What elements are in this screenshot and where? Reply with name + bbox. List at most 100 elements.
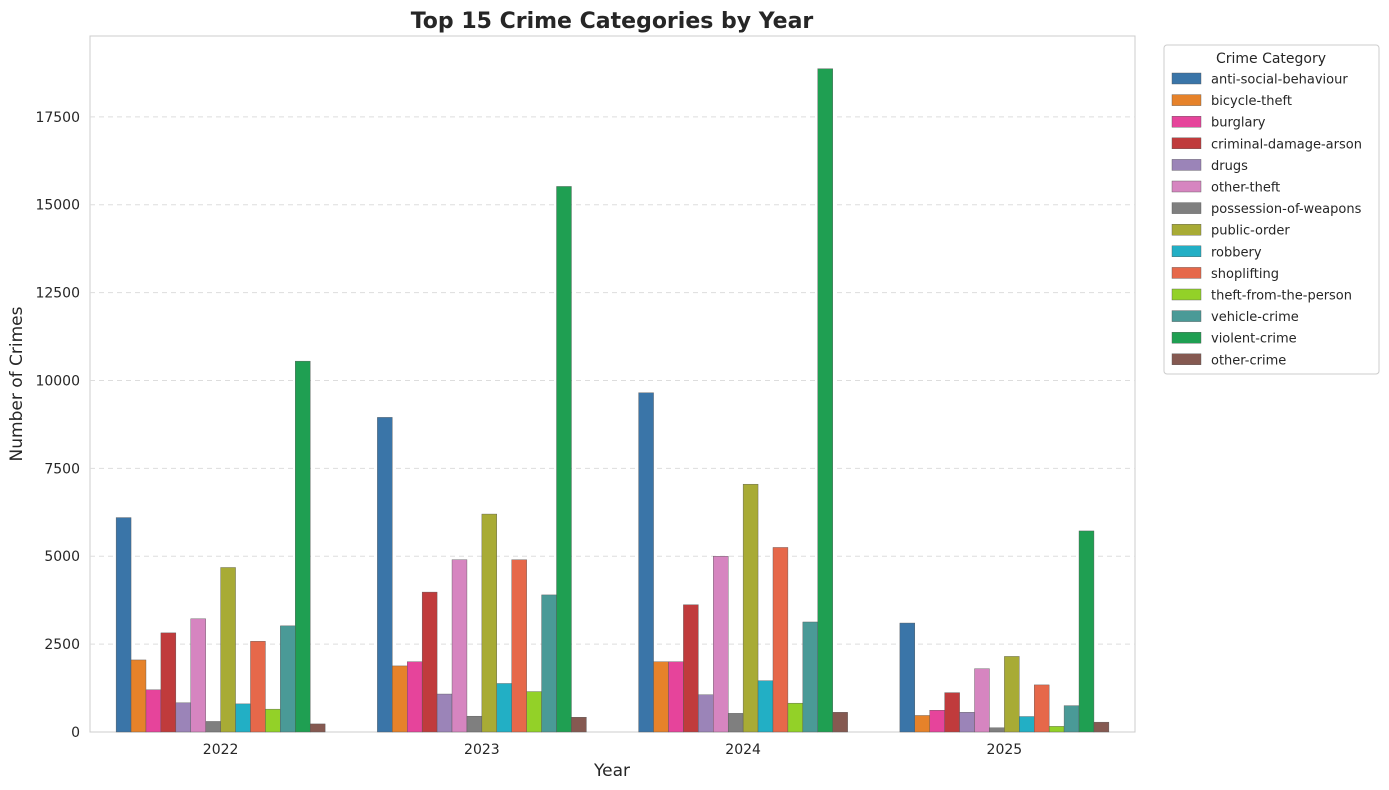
legend-item: anti-social-behaviour [1171, 72, 1348, 88]
bar-shoplifting-2025 [1034, 684, 1050, 733]
bar-violent-crime-2022 [295, 360, 311, 733]
bar-criminal-damage-arson-2024 [683, 604, 699, 733]
legend-swatch [1171, 310, 1202, 322]
legend-box [1163, 44, 1380, 375]
bar-robbery-2024 [757, 680, 774, 733]
legend-label: other-theft [1211, 181, 1280, 196]
bar-violent-crime-2023 [556, 186, 572, 733]
bar-vehicle-crime-2025 [1063, 705, 1080, 733]
bar-public-order-2023 [481, 513, 498, 733]
legend-item: criminal-damage-arson [1171, 137, 1362, 152]
bar-criminal-damage-arson-2023 [421, 591, 438, 733]
bar-bicycle-theft-2022 [130, 659, 147, 733]
legend-item: robbery [1171, 245, 1262, 260]
bar-possession-of-weapons-2022 [205, 721, 221, 733]
legend-swatch [1171, 72, 1202, 85]
bar-burglary-2025 [929, 710, 945, 733]
legend-swatch [1171, 288, 1202, 301]
legend-label: violent-crime [1211, 332, 1297, 347]
legend-swatch [1171, 137, 1202, 150]
bar-other-theft-2025 [974, 668, 990, 733]
legend-swatch [1171, 332, 1202, 344]
bar-other-theft-2022 [190, 618, 206, 733]
legend-label: robbery [1211, 245, 1262, 260]
bar-public-order-2022 [220, 567, 236, 733]
legend-item: burglary [1171, 116, 1266, 131]
legend-label: shoplifting [1211, 267, 1279, 282]
bar-criminal-damage-arson-2025 [944, 692, 960, 733]
bar-anti-social-behaviour-2022 [115, 517, 132, 733]
legend-item: theft-from-the-person [1171, 288, 1352, 304]
legend-label: theft-from-the-person [1211, 289, 1352, 304]
bar-robbery-2023 [496, 683, 512, 733]
legend-label: drugs [1211, 159, 1248, 174]
legend-items: anti-social-behaviour bicycle-theft burgla… [1171, 72, 1362, 368]
bar-theft-from-the-person-2023 [526, 691, 542, 733]
bar-public-order-2024 [742, 483, 759, 733]
bar-anti-social-behaviour-2025 [899, 622, 916, 733]
bar-theft-from-the-person-2024 [787, 702, 804, 733]
legend-item: bicycle-theft [1171, 94, 1292, 109]
bar-possession-of-weapons-2024 [727, 713, 744, 733]
bar-possession-of-weapons-2023 [466, 715, 483, 733]
legend-swatch [1171, 267, 1202, 279]
legend-swatch [1171, 223, 1202, 236]
bar-bicycle-theft-2023 [392, 665, 408, 733]
bar-other-crime-2025 [1093, 721, 1110, 733]
x-tick-label: 2024 [725, 742, 761, 758]
bars [115, 68, 1110, 733]
legend-item: possession-of-weapons [1171, 202, 1362, 217]
bar-vehicle-crime-2022 [280, 625, 296, 733]
bar-anti-social-behaviour-2024 [638, 392, 654, 733]
legend-label: public-order [1211, 224, 1290, 239]
y-tick-label: 5000 [44, 549, 80, 565]
bar-drugs-2025 [959, 712, 975, 733]
bar-other-crime-2024 [832, 712, 848, 733]
y-tick-label: 17500 [35, 110, 80, 126]
bar-shoplifting-2024 [772, 547, 789, 733]
bar-other-theft-2024 [713, 556, 729, 733]
legend-label: bicycle-theft [1211, 94, 1292, 109]
bar-burglary-2023 [407, 661, 423, 733]
legend-label: possession-of-weapons [1211, 202, 1362, 217]
legend-item: other-crime [1171, 353, 1286, 368]
legend-label: criminal-damage-arson [1211, 137, 1362, 152]
bar-public-order-2025 [1004, 656, 1020, 733]
y-tick-label: 15000 [35, 198, 80, 214]
y-tick-label: 0 [71, 725, 80, 741]
legend-item: other-theft [1171, 180, 1280, 196]
bar-possession-of-weapons-2025 [989, 727, 1005, 733]
legend-label: anti-social-behaviour [1211, 73, 1348, 88]
bar-robbery-2025 [1019, 716, 1035, 733]
legend-label: vehicle-crime [1211, 310, 1299, 325]
x-tick-label: 2023 [464, 742, 500, 758]
legend: Crime Category anti-social-behaviour bicy… [1163, 44, 1380, 375]
plot-area [89, 35, 1136, 733]
bar-drugs-2024 [698, 694, 714, 733]
legend-item: vehicle-crime [1171, 310, 1299, 325]
bar-theft-from-the-person-2022 [265, 708, 281, 733]
legend-swatch [1171, 94, 1202, 106]
y-axis-label: Number of Crimes [7, 306, 27, 461]
bar-violent-crime-2024 [817, 68, 833, 733]
bar-drugs-2023 [436, 693, 453, 733]
bar-vehicle-crime-2024 [802, 621, 818, 733]
bar-other-crime-2022 [309, 723, 326, 733]
x-axis-label: Year [593, 761, 630, 781]
legend-swatch [1171, 353, 1202, 365]
bar-shoplifting-2022 [250, 641, 266, 733]
x-tick-labels: 2022 2023 2024 2025 [203, 742, 1022, 758]
legend-title: Crime Category [1216, 51, 1326, 67]
legend-swatch [1171, 159, 1202, 171]
legend-swatch [1171, 180, 1202, 193]
bar-criminal-damage-arson-2022 [160, 632, 177, 733]
bar-theft-from-the-person-2025 [1048, 726, 1065, 733]
legend-item: drugs [1171, 159, 1248, 174]
bar-anti-social-behaviour-2023 [377, 417, 393, 733]
bar-bicycle-theft-2024 [653, 661, 669, 733]
legend-item: shoplifting [1171, 267, 1279, 282]
y-tick-label: 10000 [35, 373, 80, 389]
bar-vehicle-crime-2023 [541, 594, 557, 733]
legend-item: public-order [1171, 223, 1290, 239]
